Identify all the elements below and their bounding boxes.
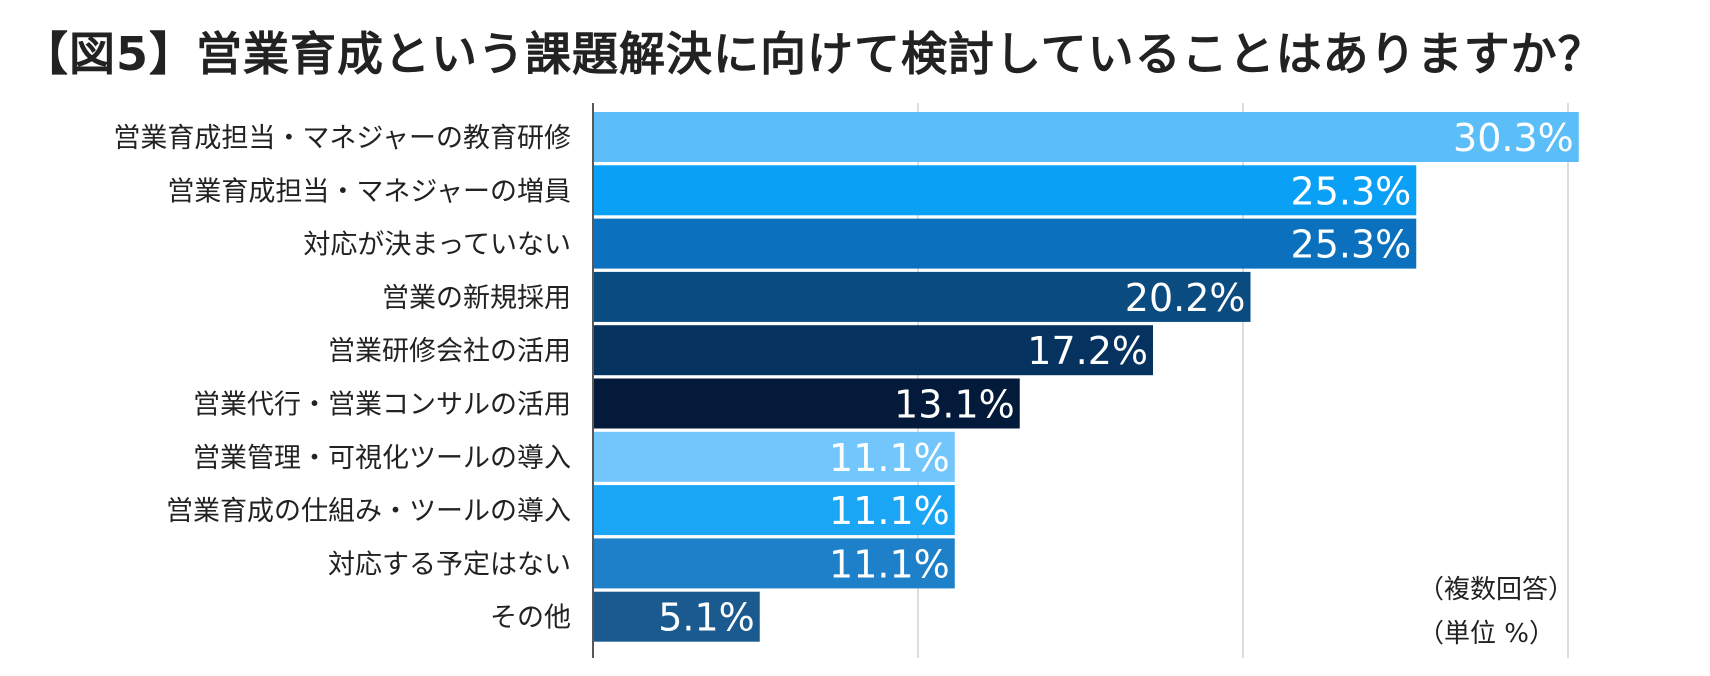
chart-title: 【図5】営業育成という課題解決に向けて検討していることはありますか？ bbox=[22, 27, 1605, 81]
category-label-5: 営業代行・営業コンサルの活用 bbox=[193, 390, 571, 421]
value-label-7: 11.1% bbox=[829, 489, 950, 533]
bar-5 bbox=[594, 378, 1020, 429]
value-label-6: 11.1% bbox=[829, 436, 950, 480]
bar-3 bbox=[594, 271, 1251, 322]
value-label-1: 25.3% bbox=[1291, 169, 1412, 213]
bar-1 bbox=[594, 165, 1417, 216]
bar-2 bbox=[594, 218, 1417, 269]
category-label-7: 営業育成の仕組み・ツールの導入 bbox=[166, 496, 571, 527]
category-label-2: 対応が決まっていない bbox=[303, 230, 571, 261]
category-label-4: 営業研修会社の活用 bbox=[328, 336, 571, 367]
category-label-1: 営業育成担当・マネジャーの増員 bbox=[167, 176, 571, 207]
value-labels: 30.3% 25.3% 25.3% 20.2% 17.2% 13.1% 11.1% 11.1%… bbox=[658, 116, 1574, 640]
note-unit: （単位 %） bbox=[1418, 619, 1555, 649]
category-label-9: その他 bbox=[490, 603, 571, 634]
value-label-5: 13.1% bbox=[894, 383, 1015, 427]
bar-0 bbox=[594, 112, 1579, 162]
value-label-3: 20.2% bbox=[1125, 276, 1246, 320]
bar-6 bbox=[594, 431, 955, 482]
bar-4 bbox=[594, 325, 1153, 376]
bars bbox=[594, 112, 1579, 642]
bar-9 bbox=[594, 591, 760, 642]
note-multiple-answers: （複数回答） bbox=[1418, 575, 1575, 605]
bar-8 bbox=[594, 538, 955, 589]
value-label-8: 11.1% bbox=[829, 542, 950, 586]
value-label-9: 5.1% bbox=[658, 596, 755, 640]
category-label-0: 営業育成担当・マネジャーの教育研修 bbox=[113, 123, 571, 154]
bar-7 bbox=[594, 485, 955, 536]
category-label-6: 営業管理・可視化ツールの導入 bbox=[193, 443, 571, 474]
category-label-8: 対応する予定はない bbox=[328, 549, 571, 580]
category-label-3: 営業の新規採用 bbox=[382, 283, 571, 314]
value-label-4: 17.2% bbox=[1027, 329, 1148, 373]
category-labels: 営業育成担当・マネジャーの教育研修営業育成担当・マネジャーの増員対応が決まってい… bbox=[113, 123, 571, 634]
value-label-2: 25.3% bbox=[1291, 223, 1412, 267]
value-label-0: 30.3% bbox=[1453, 116, 1574, 160]
